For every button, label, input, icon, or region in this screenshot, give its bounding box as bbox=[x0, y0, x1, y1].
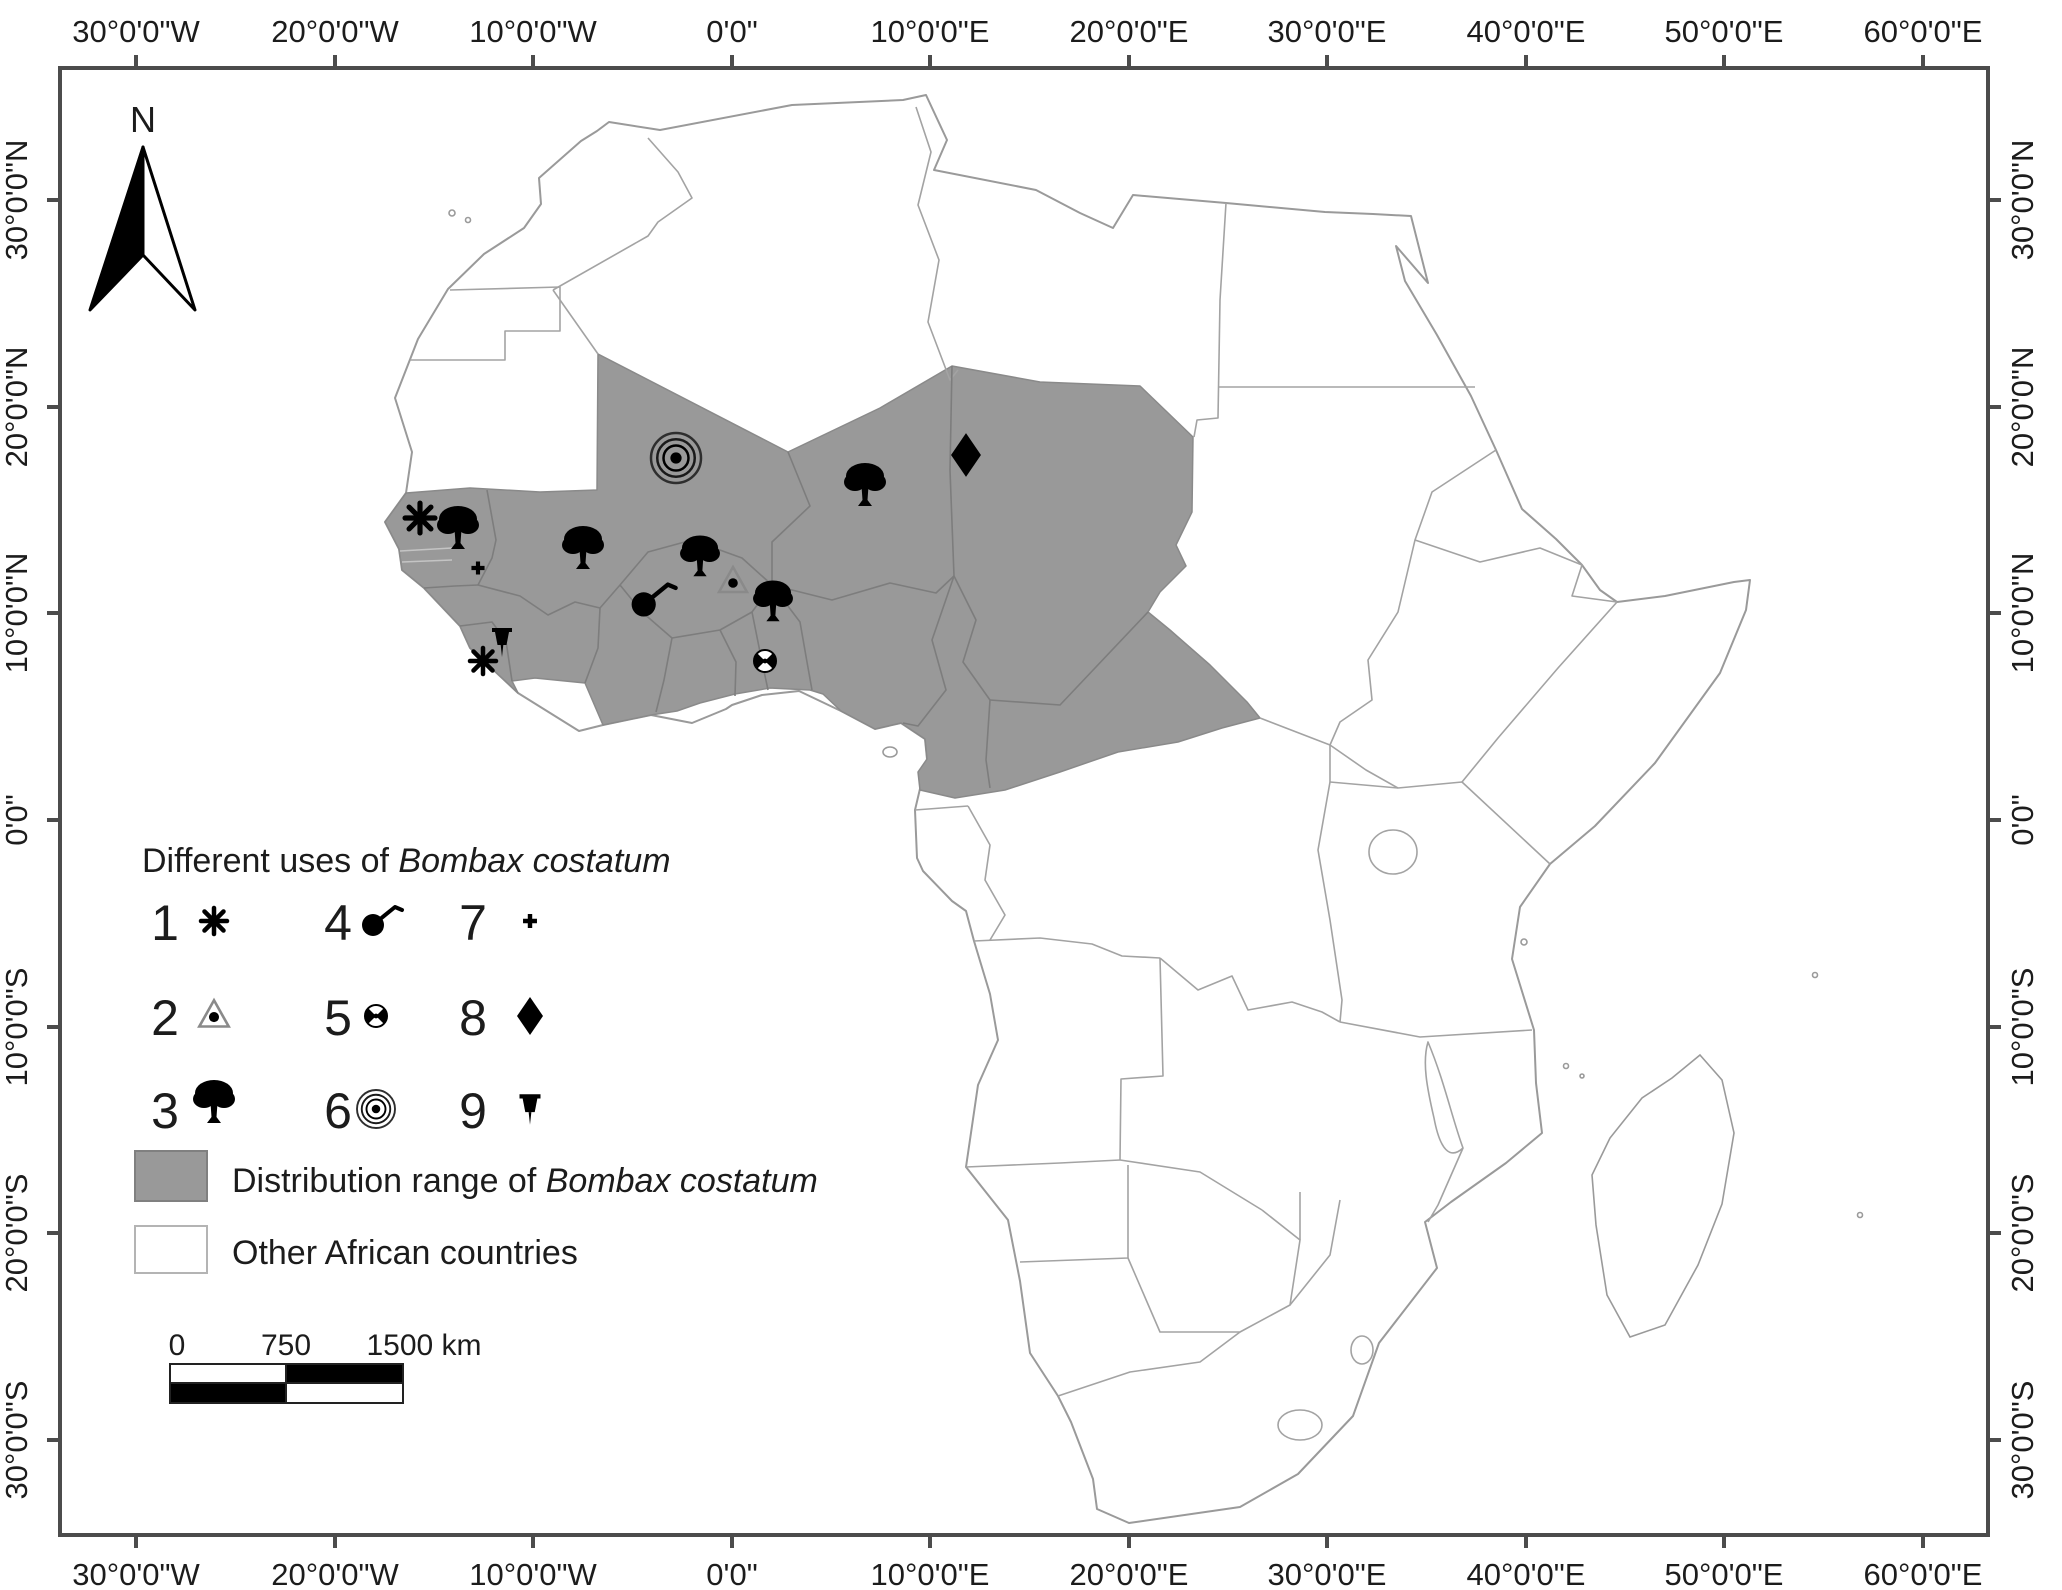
country-borders bbox=[410, 106, 1618, 1441]
axis-label-top: 50°0'0"E bbox=[1665, 14, 1784, 49]
axis-label-left: 30°0'0"S bbox=[0, 1381, 34, 1500]
axis-label-left: 0'0" bbox=[0, 794, 34, 845]
legend-area-swatch bbox=[134, 1150, 208, 1202]
axis-label-top: 30°0'0"W bbox=[72, 14, 200, 49]
madagascar bbox=[1591, 1053, 1735, 1338]
legend-use-symbol-tree bbox=[193, 1080, 235, 1123]
axis-label-left: 10°0'0"S bbox=[0, 968, 34, 1087]
scale-bar: 0 750 1500 km bbox=[169, 1329, 482, 1404]
axis-label-bottom: 60°0'0"E bbox=[1864, 1557, 1983, 1590]
axis-label-top: 20°0'0"W bbox=[271, 14, 399, 49]
axis-label-top: 40°0'0"E bbox=[1467, 14, 1586, 49]
axis-label-right: 0'0" bbox=[2005, 794, 2040, 845]
legend-area-label: Distribution range of Bombax costatum bbox=[232, 1162, 818, 1200]
map-marker-asterisk bbox=[405, 503, 435, 533]
axis-label-bottom: 10°0'0"W bbox=[469, 1557, 597, 1590]
north-arrow-right-blade bbox=[141, 145, 197, 312]
islands bbox=[448, 209, 1864, 1338]
legend-use-symbol-pushpin bbox=[519, 1094, 541, 1125]
axis-label-left: 20°0'0"N bbox=[0, 347, 34, 468]
north-arrow-left-blade bbox=[88, 145, 145, 312]
legend-use-number: 2 bbox=[151, 990, 179, 1046]
legend-areas: Distribution range of Bombax costatum Oth… bbox=[134, 1150, 818, 1274]
axis-label-right: 10°0'0"N bbox=[2005, 553, 2040, 674]
scale-bar-blocks bbox=[169, 1363, 404, 1404]
axis-label-right: 30°0'0"N bbox=[2005, 140, 2040, 261]
legend-use-number: 3 bbox=[151, 1083, 179, 1139]
axis-labels: 30°0'0"W 20°0'0"W 10°0'0"W 0'0" 10°0'0"E 20°0… bbox=[0, 14, 2040, 1590]
legend-use-number: 5 bbox=[324, 990, 352, 1046]
legend-area-label: Other African countries bbox=[232, 1234, 578, 1272]
axis-label-right: 20°0'0"S bbox=[2005, 1174, 2040, 1293]
legend-use-number: 7 bbox=[459, 895, 487, 951]
legend-uses-items: 1 2 3 4 5 6 7 8 9 bbox=[151, 895, 543, 1139]
legend-use-number: 6 bbox=[324, 1083, 352, 1139]
axis-label-bottom: 20°0'0"W bbox=[271, 1557, 399, 1590]
distribution-range-region bbox=[384, 353, 1261, 799]
legend-use-number: 4 bbox=[324, 895, 352, 951]
legend-use-number: 8 bbox=[459, 990, 487, 1046]
legend-use-number: 1 bbox=[151, 895, 179, 951]
legend-use-symbol-pan bbox=[360, 905, 404, 938]
axis-label-left: 10°0'0"N bbox=[0, 553, 34, 674]
axis-label-right: 20°0'0"N bbox=[2005, 347, 2040, 468]
legend-use-symbol-plus bbox=[523, 914, 537, 928]
legend-use-symbol-asterisk bbox=[201, 908, 227, 934]
legend-use-symbol-diamond bbox=[517, 997, 543, 1035]
axis-label-bottom: 30°0'0"W bbox=[72, 1557, 200, 1590]
gambia-border bbox=[399, 547, 453, 563]
axis-label-top: 10°0'0"W bbox=[469, 14, 597, 49]
legend-uses: Different uses of Bombax costatum 1 2 3 4 5 6… bbox=[142, 842, 671, 1139]
axis-label-bottom: 10°0'0"E bbox=[871, 1557, 990, 1590]
legend-use-symbol-triangle bbox=[197, 998, 231, 1028]
axis-label-top: 30°0'0"E bbox=[1268, 14, 1387, 49]
map-marker-asterisk bbox=[470, 648, 496, 674]
axis-label-top: 20°0'0"E bbox=[1070, 14, 1189, 49]
north-arrow: N bbox=[88, 99, 197, 312]
axis-label-bottom: 20°0'0"E bbox=[1070, 1557, 1189, 1590]
legend-area-swatch bbox=[134, 1225, 208, 1274]
legend-use-number: 9 bbox=[459, 1083, 487, 1139]
axis-label-right: 30°0'0"S bbox=[2005, 1381, 2040, 1500]
legend-use-symbol-rings bbox=[356, 1089, 396, 1129]
axis-label-top: 60°0'0"E bbox=[1864, 14, 1983, 49]
legend-use-symbol-ball bbox=[364, 1003, 388, 1029]
map-marker-ball bbox=[753, 648, 777, 674]
map-canvas bbox=[384, 94, 1864, 1524]
axis-label-bottom: 30°0'0"E bbox=[1268, 1557, 1387, 1590]
north-arrow-label: N bbox=[130, 99, 156, 140]
axis-label-left: 30°0'0"N bbox=[0, 140, 34, 261]
legend-uses-title: Different uses of Bombax costatum bbox=[142, 842, 671, 880]
axis-label-top: 0'0" bbox=[706, 14, 757, 49]
map-marker-rings bbox=[649, 431, 703, 485]
map-frame bbox=[58, 66, 1990, 1537]
scale-bar-label: 1500 km bbox=[366, 1329, 481, 1362]
scale-bar-labels: 0 750 1500 km bbox=[169, 1329, 482, 1362]
axis-label-bottom: 40°0'0"E bbox=[1467, 1557, 1586, 1590]
scale-bar-label: 0 bbox=[169, 1329, 186, 1362]
axis-label-right: 10°0'0"S bbox=[2005, 968, 2040, 1087]
africa-continent-outline bbox=[384, 94, 1751, 1524]
axis-label-bottom: 0'0" bbox=[706, 1557, 757, 1590]
axis-label-top: 10°0'0"E bbox=[871, 14, 990, 49]
scale-bar-label: 750 bbox=[261, 1329, 311, 1362]
axis-label-left: 20°0'0"S bbox=[0, 1174, 34, 1293]
axis-label-bottom: 50°0'0"E bbox=[1665, 1557, 1784, 1590]
